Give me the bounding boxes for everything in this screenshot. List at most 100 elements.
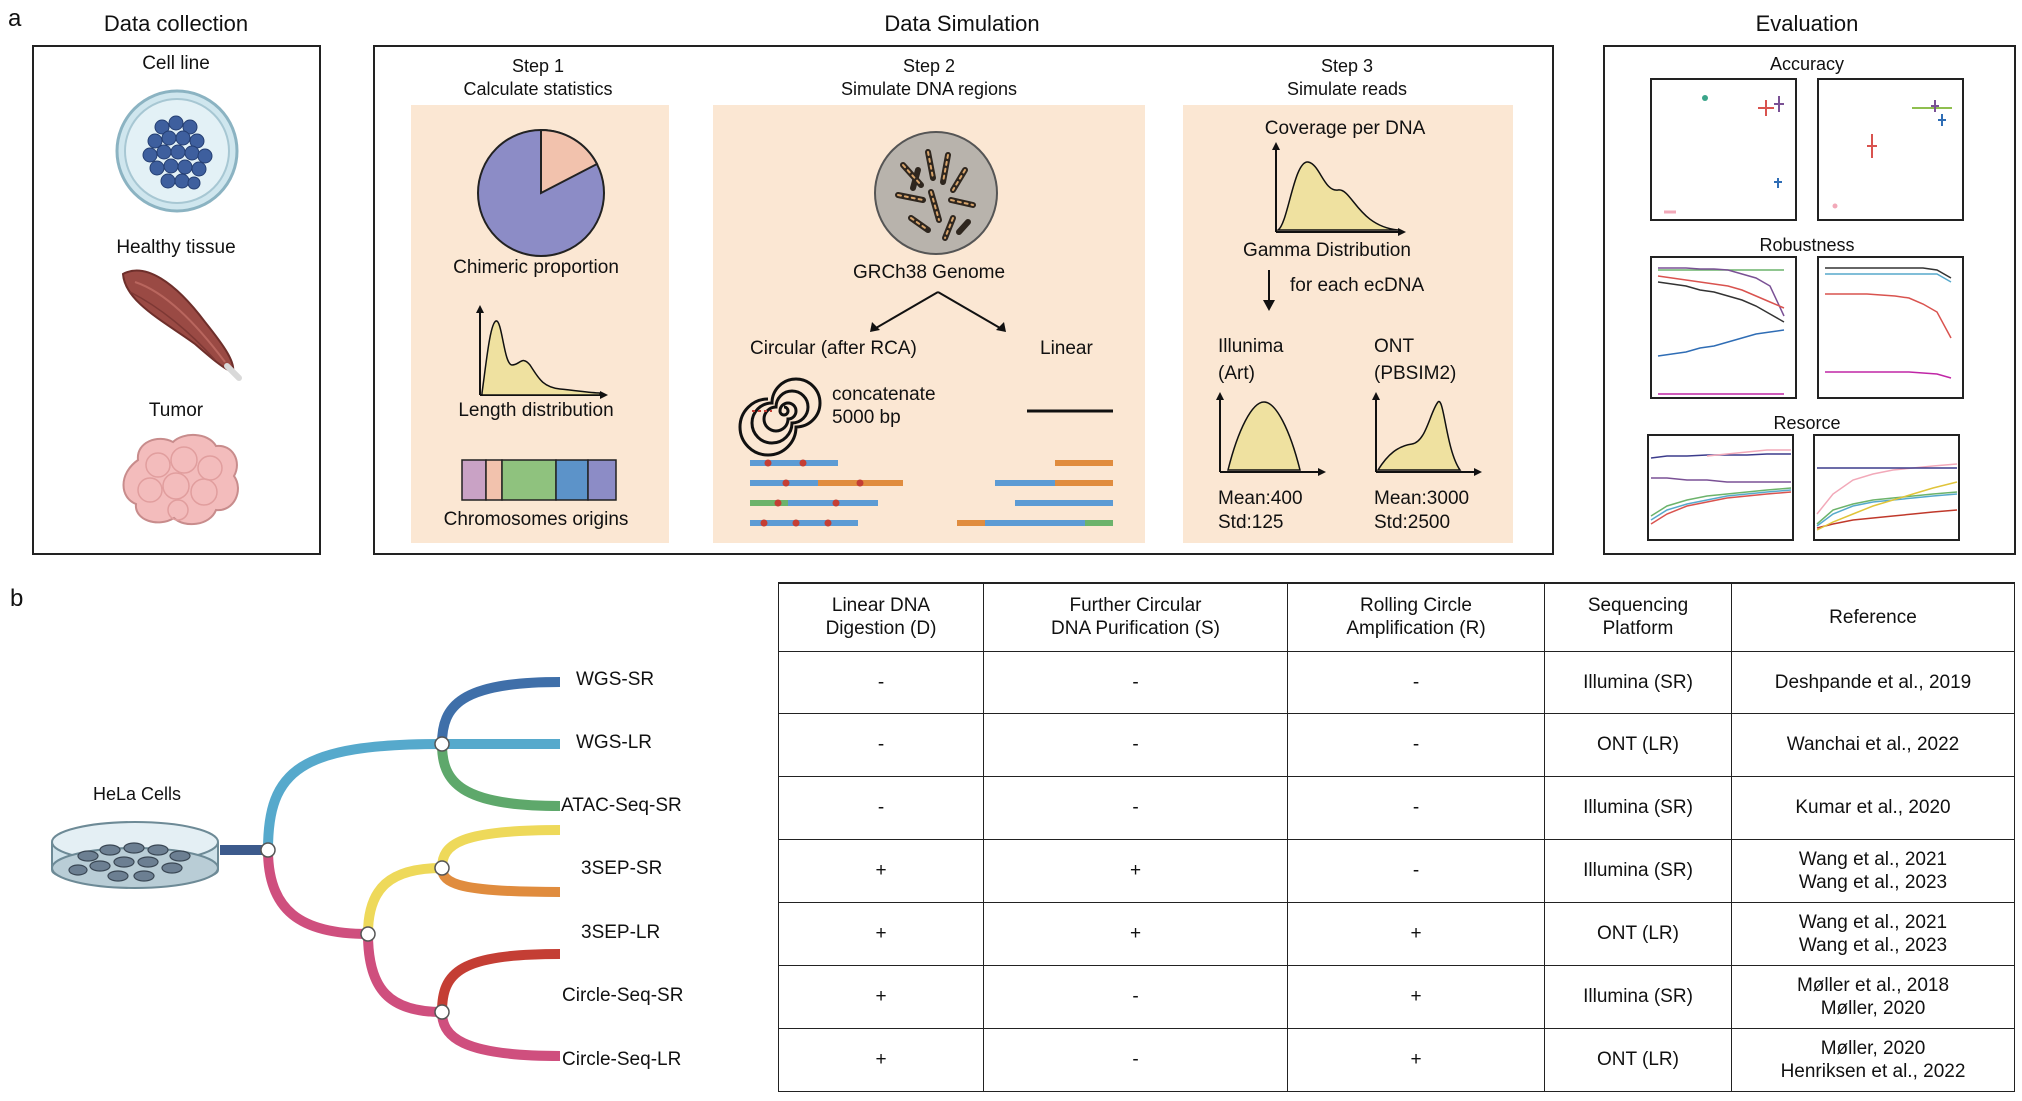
accuracy-label: Accuracy bbox=[1769, 54, 1845, 74]
muscle-tissue-icon bbox=[121, 269, 242, 381]
cell-platform: Illumina (SR) bbox=[1544, 838, 1732, 903]
cell-platform: Illumina (SR) bbox=[1544, 964, 1732, 1029]
cell-reference: Kumar et al., 2020 bbox=[1731, 775, 2015, 840]
evaluation-title: Evaluation bbox=[1755, 11, 1859, 36]
leaf-wgs-sr: WGS-SR bbox=[576, 669, 655, 690]
cell-r: - bbox=[1287, 838, 1545, 903]
accuracy-plot-right bbox=[1817, 78, 1964, 221]
chimeric-pie-chart bbox=[477, 128, 605, 257]
cell-reference: Wang et al., 2021 Wang et al., 2023 bbox=[1731, 838, 2015, 903]
tumor-label: Tumor bbox=[148, 400, 204, 421]
table-row: + + - Illumina (SR) Wang et al., 2021 Wan… bbox=[778, 838, 2015, 903]
resource-plot-left bbox=[1647, 434, 1794, 541]
cell-s: + bbox=[983, 838, 1288, 903]
protocol-tree-diagram bbox=[220, 677, 561, 1061]
tumor-icon bbox=[122, 434, 239, 526]
robustness-plot-right bbox=[1817, 256, 1964, 399]
cell-r: - bbox=[1287, 775, 1545, 840]
genome-chromosomes-icon bbox=[874, 131, 998, 255]
healthy-tissue-label: Healthy tissue bbox=[116, 237, 236, 258]
cell-d: - bbox=[778, 712, 984, 777]
step1-title: Step 1 bbox=[511, 56, 565, 76]
table-row: - - - Illumina (SR) Kumar et al., 2020 bbox=[778, 775, 2015, 840]
cell-r: + bbox=[1287, 1027, 1545, 1092]
illumina-label-1: Illunima bbox=[1218, 336, 1284, 357]
robustness-label: Robustness bbox=[1759, 235, 1855, 255]
cell-reference: Møller et al., 2018 Møller, 2020 bbox=[1731, 964, 2015, 1029]
petri-dish-icon bbox=[115, 89, 239, 213]
leaf-circle-seq-sr: Circle-Seq-SR bbox=[562, 985, 684, 1006]
cell-s: - bbox=[983, 712, 1288, 777]
table-row: - - - ONT (LR) Wanchai et al., 2022 bbox=[778, 712, 2015, 777]
cell-s: - bbox=[983, 1027, 1288, 1092]
cell-platform: ONT (LR) bbox=[1544, 712, 1732, 777]
cell-reference: Deshpande et al., 2019 bbox=[1731, 650, 2015, 714]
illumina-distribution-plot bbox=[1216, 392, 1326, 476]
linear-label: Linear bbox=[1040, 338, 1093, 359]
ont-mean: Mean:3000 bbox=[1374, 488, 1470, 509]
concatenate-bp-label: 5000 bp bbox=[832, 407, 901, 428]
header-rolling-circle: Rolling Circle Amplification (R) bbox=[1287, 582, 1545, 652]
length-distribution-plot bbox=[476, 305, 608, 399]
cell-r: + bbox=[1287, 964, 1545, 1029]
circular-label: Circular (after RCA) bbox=[750, 338, 917, 359]
leaf-wgs-lr: WGS-LR bbox=[576, 732, 652, 753]
resource-plot-right bbox=[1813, 434, 1960, 541]
panel-b-letter: b bbox=[10, 585, 24, 612]
leaf-3sep-lr: 3SEP-LR bbox=[581, 922, 661, 943]
cell-reference: Wang et al., 2021 Wang et al., 2023 bbox=[1731, 901, 2015, 966]
genome-label: GRCh38 Genome bbox=[852, 262, 1006, 283]
table-row: + - + Illumina (SR) Møller et al., 2018 M… bbox=[778, 964, 2015, 1029]
leaf-3sep-sr: 3SEP-SR bbox=[581, 858, 663, 879]
ont-std: Std:2500 bbox=[1374, 512, 1451, 533]
illumina-mean: Mean:400 bbox=[1218, 488, 1303, 509]
concatenate-spiral-icon bbox=[738, 377, 822, 457]
ont-label-2: (PBSIM2) bbox=[1374, 363, 1457, 384]
illumina-label-2: (Art) bbox=[1218, 363, 1255, 384]
cell-d: + bbox=[778, 901, 984, 966]
protocol-table: Linear DNA Digestion (D) Further Circular… bbox=[778, 582, 2015, 1092]
header-linear-dna: Linear DNA Digestion (D) bbox=[778, 582, 984, 652]
each-ecdna-label: for each ecDNA bbox=[1290, 275, 1425, 296]
concatenate-label: concatenate bbox=[832, 384, 936, 405]
table-row: - - - Illumina (SR) Deshpande et al., 20… bbox=[778, 650, 2015, 714]
down-arrow-icon bbox=[1263, 270, 1275, 311]
step3-title: Step 3 bbox=[1320, 56, 1374, 76]
cell-platform: Illumina (SR) bbox=[1544, 650, 1732, 714]
leaf-circle-seq-lr: Circle-Seq-LR bbox=[562, 1049, 682, 1070]
cell-s: + bbox=[983, 901, 1288, 966]
cell-platform: Illumina (SR) bbox=[1544, 775, 1732, 840]
header-sequencing-platform: Sequencing Platform bbox=[1544, 582, 1732, 652]
cell-d: - bbox=[778, 650, 984, 714]
table-row: + - + ONT (LR) Møller, 2020 Henriksen et … bbox=[778, 1027, 2015, 1092]
cell-platform: ONT (LR) bbox=[1544, 1027, 1732, 1092]
step2-title: Step 2 bbox=[902, 56, 956, 76]
accuracy-plot-left bbox=[1650, 78, 1797, 221]
header-reference: Reference bbox=[1731, 582, 2015, 652]
length-label: Length distribution bbox=[458, 400, 614, 421]
cell-d: + bbox=[778, 964, 984, 1029]
chimeric-label: Chimeric proportion bbox=[453, 257, 619, 278]
cell-s: - bbox=[983, 650, 1288, 714]
gamma-plot bbox=[1272, 142, 1406, 236]
data-collection-title: Data collection bbox=[103, 11, 249, 36]
evaluation-box bbox=[1603, 45, 2016, 555]
step2-subtitle: Simulate DNA regions bbox=[840, 79, 1018, 99]
data-collection-box bbox=[32, 45, 321, 555]
hela-dish-icon bbox=[51, 821, 219, 889]
coverage-label: Coverage per DNA bbox=[1264, 118, 1426, 139]
ont-label-1: ONT bbox=[1374, 336, 1415, 357]
cell-s: - bbox=[983, 775, 1288, 840]
cell-reference: Wanchai et al., 2022 bbox=[1731, 712, 2015, 777]
illumina-std: Std:125 bbox=[1218, 512, 1284, 533]
data-simulation-title: Data Simulation bbox=[884, 11, 1040, 36]
cell-d: - bbox=[778, 775, 984, 840]
ont-distribution-plot bbox=[1372, 392, 1482, 476]
chromosome-origins-bar bbox=[461, 459, 617, 501]
table-header-row: Linear DNA Digestion (D) Further Circular… bbox=[778, 582, 2015, 652]
cell-d: + bbox=[778, 838, 984, 903]
cell-line-label: Cell line bbox=[142, 53, 210, 74]
gamma-label: Gamma Distribution bbox=[1243, 240, 1411, 261]
header-circular-purification: Further Circular DNA Purification (S) bbox=[983, 582, 1288, 652]
cell-platform: ONT (LR) bbox=[1544, 901, 1732, 966]
